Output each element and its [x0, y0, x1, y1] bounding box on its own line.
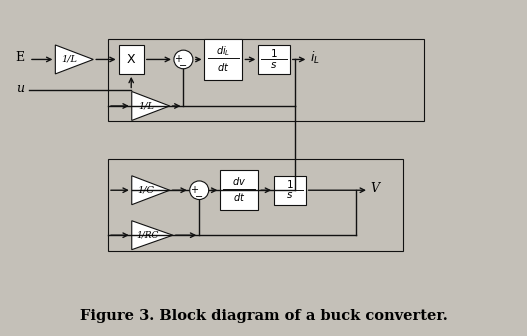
Bar — [274, 176, 306, 205]
Polygon shape — [132, 221, 173, 250]
Text: $di_L$: $di_L$ — [216, 44, 231, 57]
Circle shape — [174, 50, 193, 69]
Text: $dt$: $dt$ — [217, 61, 230, 73]
Polygon shape — [55, 45, 93, 74]
Text: $i_L$: $i_L$ — [310, 50, 320, 66]
Text: Figure 3. Block diagram of a buck converter.: Figure 3. Block diagram of a buck conver… — [80, 309, 447, 323]
Bar — [258, 45, 290, 74]
Text: 1: 1 — [287, 180, 293, 190]
Text: $dt$: $dt$ — [233, 192, 246, 204]
Circle shape — [190, 181, 209, 200]
Polygon shape — [132, 176, 170, 205]
Bar — [119, 45, 144, 74]
Text: +: + — [190, 185, 198, 195]
Polygon shape — [132, 91, 170, 120]
Text: +: + — [174, 54, 182, 64]
Text: −: − — [195, 192, 203, 202]
Text: 1/C: 1/C — [138, 186, 154, 195]
Text: s: s — [287, 191, 292, 201]
Text: 1/L: 1/L — [62, 55, 78, 64]
Text: 1/L: 1/L — [138, 101, 154, 111]
Bar — [108, 39, 424, 122]
Text: 1: 1 — [271, 49, 277, 59]
Bar — [204, 39, 242, 80]
Text: E: E — [15, 51, 25, 65]
Text: −: − — [179, 61, 188, 71]
Text: 1/RC: 1/RC — [136, 231, 159, 240]
Text: u: u — [16, 82, 24, 95]
Text: s: s — [271, 60, 277, 70]
Text: $dv$: $dv$ — [232, 175, 246, 187]
Bar — [220, 170, 258, 210]
Text: X: X — [127, 53, 135, 66]
Text: V: V — [370, 182, 380, 195]
Bar — [108, 159, 403, 251]
